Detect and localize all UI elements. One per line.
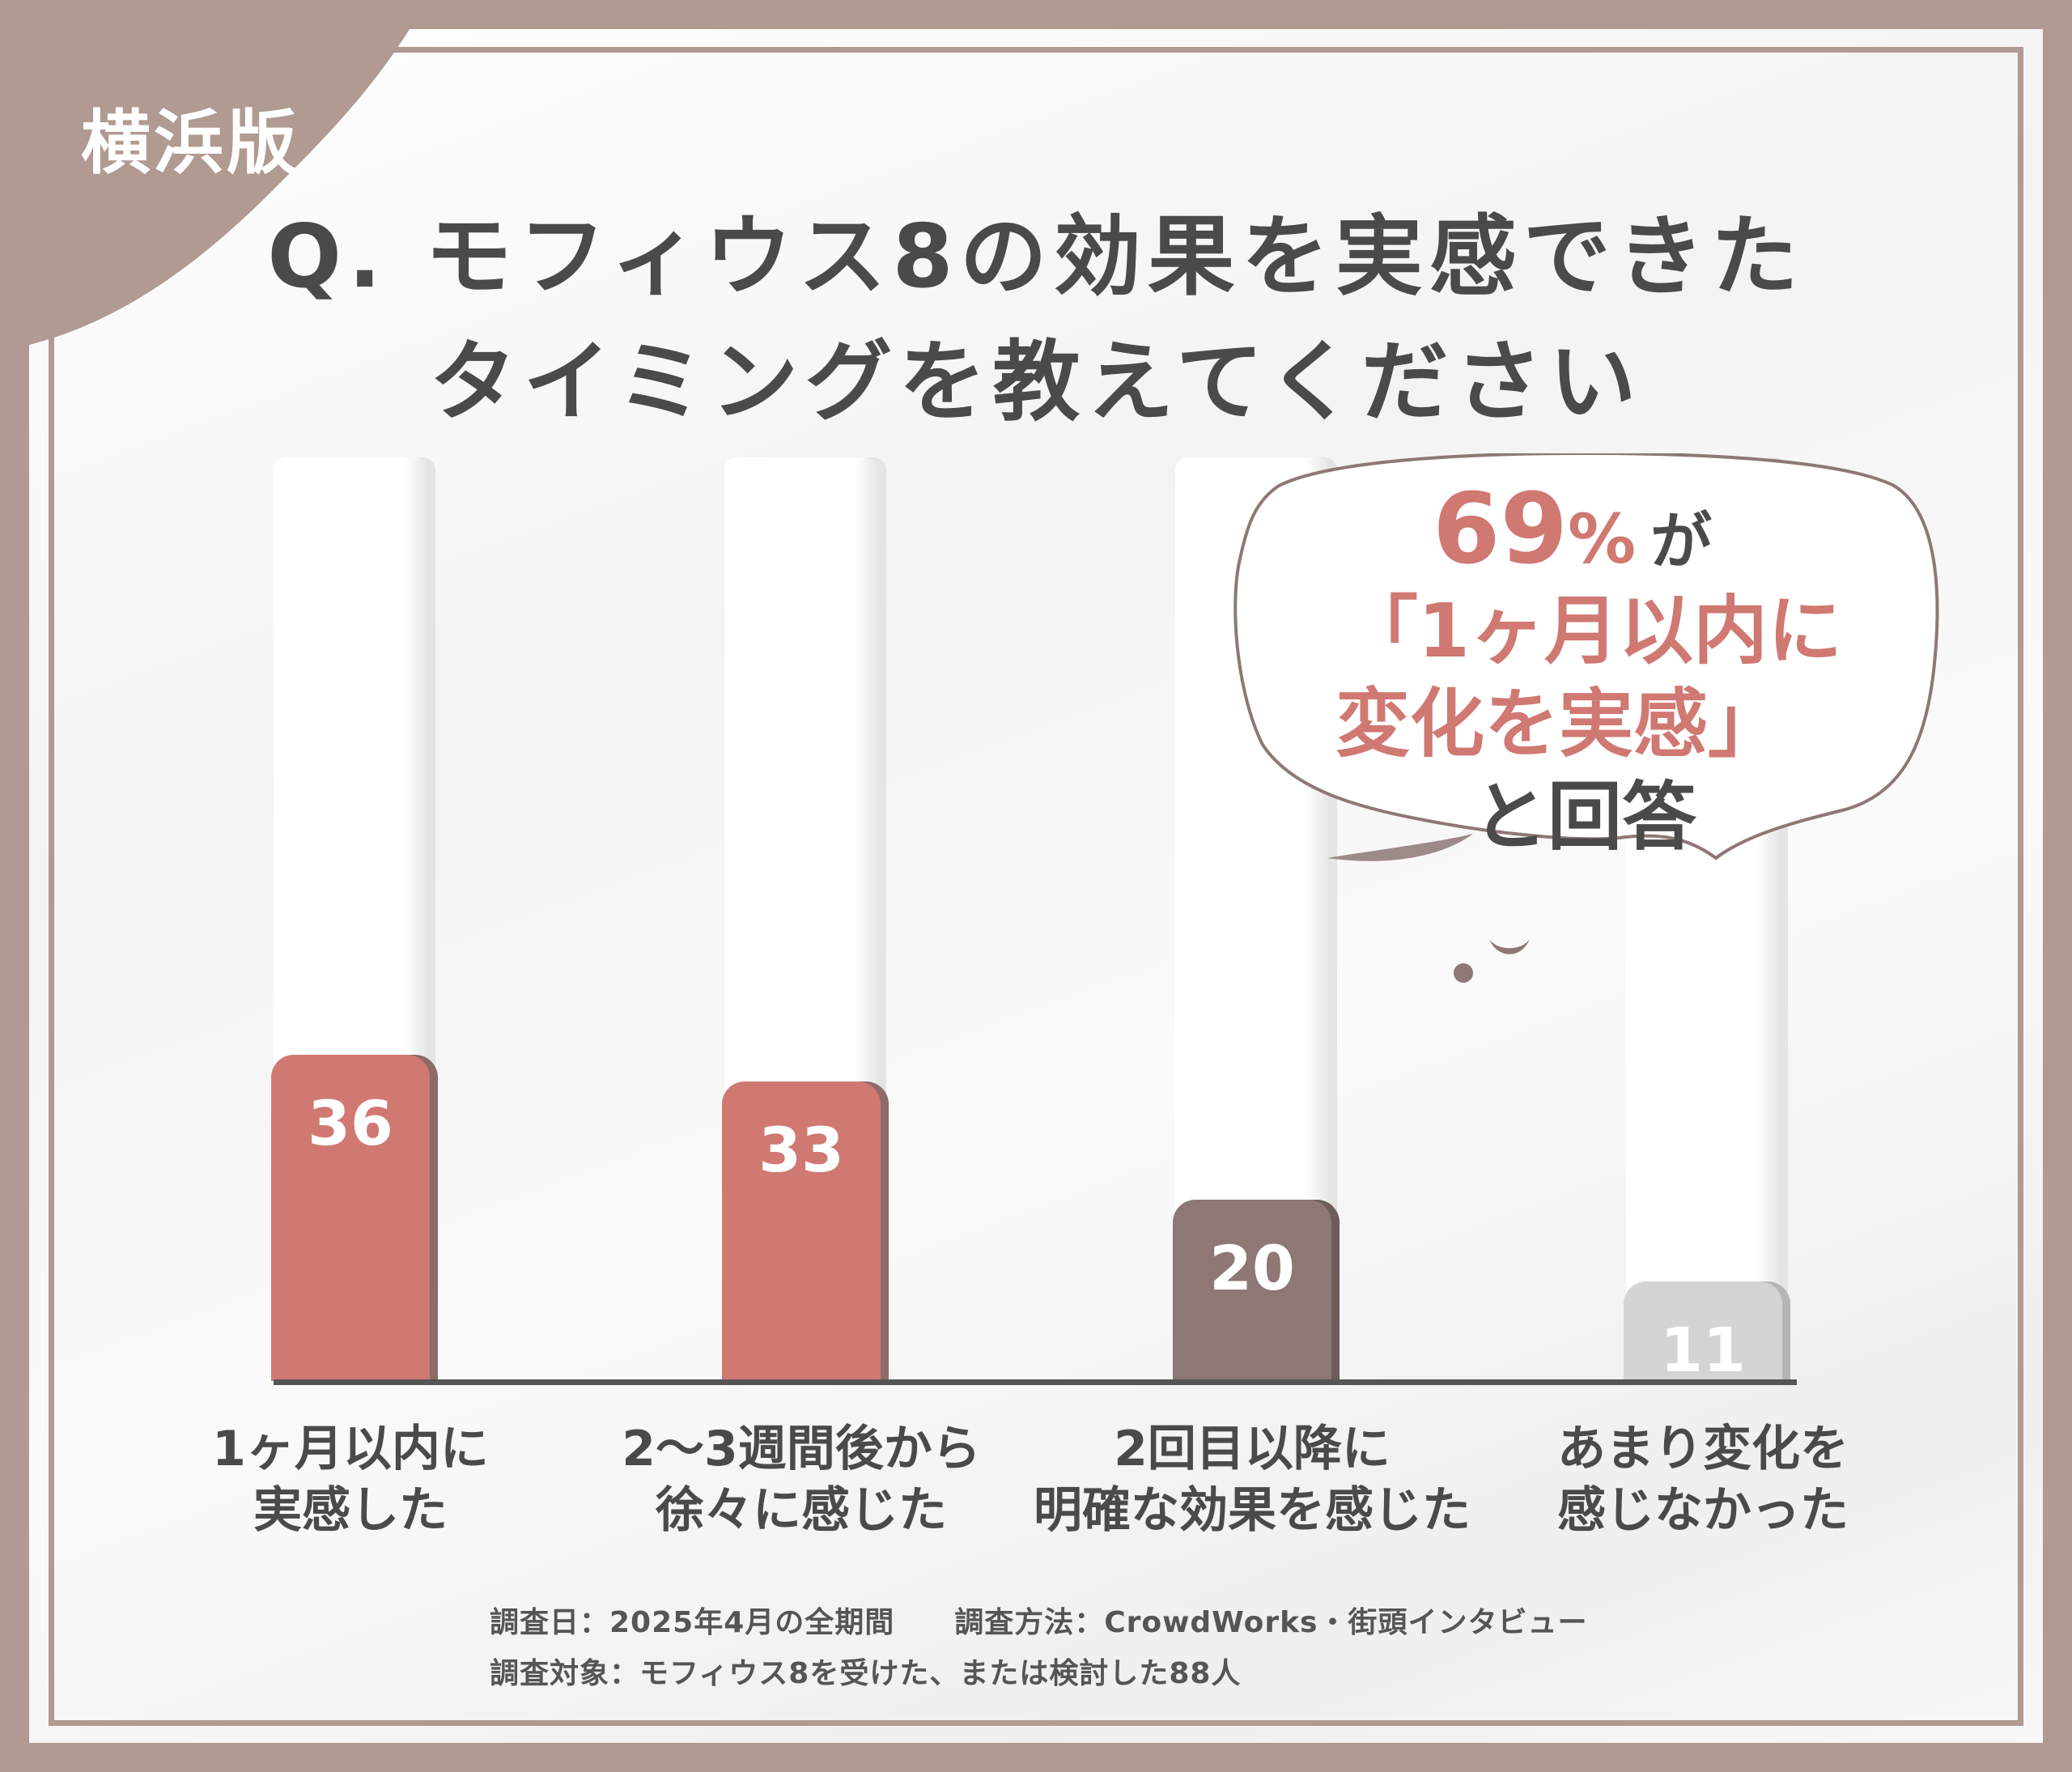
- category-label-line: 2回目以降に: [1114, 1421, 1391, 1477]
- bar-4: [1624, 1281, 1782, 1381]
- corner-label: 横浜版: [81, 103, 299, 184]
- category-label: 2回目以降に 明確な効果を感じた: [1001, 1418, 1503, 1541]
- category-label: あまり変化を 感じなかった: [1452, 1418, 1954, 1541]
- bar-value-label: 36: [308, 1086, 393, 1159]
- survey-footer-line2: 調査対象：モフィウス8を受けた、または検討した88人: [490, 1657, 1242, 1690]
- category-label: 2〜3週間後から 徐々に感じた: [550, 1418, 1052, 1541]
- category-label-line: 1ヶ月以内に: [212, 1421, 489, 1477]
- bar-value-label: 11: [1660, 1313, 1746, 1386]
- category-label-line: 徐々に感じた: [656, 1482, 947, 1539]
- callout-ga: が: [1650, 505, 1713, 577]
- corner-tab-shape: [29, 29, 410, 345]
- bubble-drops: [1454, 939, 1530, 983]
- callout-percent: 69: [1433, 474, 1568, 586]
- callout-line1: 69% が: [1433, 474, 1712, 586]
- callout-line3: 変化を実感」: [1335, 681, 1783, 767]
- callout-line4: と回答: [1473, 774, 1697, 861]
- chart-baseline: [274, 1379, 1797, 1385]
- bar-3: [1173, 1200, 1331, 1381]
- callout-line2: 「1ヶ月以内に: [1344, 588, 1843, 674]
- speech-bubble: [1233, 453, 1939, 861]
- category-label: 1ヶ月以内に 実感した: [100, 1418, 601, 1541]
- question-title-line2: タイミングを教えてください: [429, 332, 1643, 433]
- question-title-line1: Q. モフィウス8の効果を実感できた: [267, 206, 1805, 308]
- category-label-line: あまり変化を: [1557, 1421, 1849, 1477]
- bar-1: [271, 1054, 430, 1381]
- bar-value-label: 20: [1209, 1232, 1295, 1304]
- bar-2: [722, 1081, 881, 1381]
- category-label-line: 明確な効果を感じた: [1034, 1482, 1471, 1539]
- bar-value-label: 33: [758, 1114, 844, 1187]
- category-label-line: 2〜3週間後から: [622, 1421, 981, 1477]
- category-label-line: 感じなかった: [1557, 1482, 1849, 1539]
- callout-percent-sign: %: [1568, 499, 1637, 579]
- category-label-line: 実感した: [253, 1482, 448, 1539]
- survey-footer-line1: 調査日：2025年4月の全期間 調査方法：CrowdWorks・街頭インタビュー: [490, 1606, 1588, 1639]
